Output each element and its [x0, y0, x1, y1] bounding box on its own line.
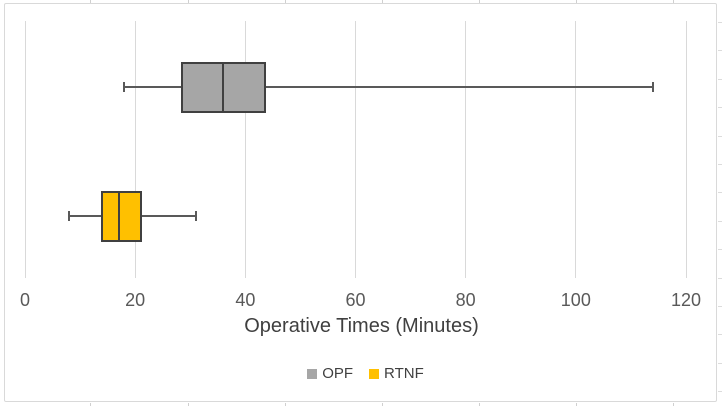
sheet-gridline-mark: [718, 79, 722, 80]
whisker-right-opf: [264, 86, 653, 88]
gridline: [134, 21, 136, 278]
sheet-gridline-mark: [285, 0, 286, 3]
sheet-gridline-mark: [382, 403, 383, 406]
sheet-gridline-mark: [382, 0, 383, 3]
sheet-gridline-mark: [718, 192, 722, 193]
whisker-cap-min-rtnf: [68, 211, 71, 221]
sheet-gridline-mark: [718, 22, 722, 23]
sheet-gridline-mark: [718, 107, 722, 108]
gridline: [465, 21, 467, 278]
sheet-gridline-mark: [718, 278, 722, 279]
legend-item-rtnf: RTNF: [369, 365, 424, 382]
sheet-gridline-mark: [576, 403, 577, 406]
x-tick-label: 20: [125, 290, 146, 310]
legend: OPF RTNF: [5, 365, 722, 382]
gridline: [575, 21, 577, 278]
sheet-gridline-mark: [718, 50, 722, 51]
median-rtnf: [117, 190, 120, 242]
chart-frame[interactable]: 0 20 40 60 80 100 120 Operative Times (Minutes…: [4, 3, 717, 402]
x-axis-title: Operative Times (Minutes): [244, 315, 479, 337]
sheet-gridline-mark: [718, 249, 722, 250]
sheet-gridline-mark: [90, 403, 91, 406]
sheet-gridline-mark: [90, 0, 91, 3]
whisker-left-opf: [124, 86, 182, 88]
sheet-gridline-mark: [188, 403, 189, 406]
sheet-gridline-mark: [718, 136, 722, 137]
sheet-gridline-mark: [285, 403, 286, 406]
gridline: [685, 21, 687, 278]
whisker-cap-min-opf: [123, 82, 126, 92]
gridline: [244, 21, 246, 278]
x-tick-label: 120: [670, 290, 702, 310]
sheet-gridline-mark: [576, 0, 577, 3]
box-rtnf: [101, 190, 142, 242]
whisker-cap-max-rtnf: [194, 211, 197, 221]
sheet-gridline-mark: [718, 363, 722, 364]
legend-item-opf: OPF: [307, 365, 353, 382]
sheet-gridline-mark: [188, 0, 189, 3]
whisker-cap-max-opf: [651, 82, 654, 92]
gridline: [355, 21, 356, 278]
x-tick-label: 40: [235, 290, 256, 310]
x-tick-label: 60: [345, 290, 366, 310]
x-tick-label: 0: [19, 290, 30, 310]
gridline: [24, 21, 26, 278]
plot-area: 0 20 40 60 80 100 120: [5, 4, 718, 403]
sheet-gridline-mark: [673, 0, 674, 3]
sheet-gridline-mark: [673, 403, 674, 406]
x-tick-label: 100: [560, 290, 591, 310]
sheet-gridline-mark: [718, 221, 722, 222]
sheet-gridline-mark: [718, 164, 722, 165]
x-tick-label: 80: [455, 290, 476, 310]
sheet-gridline-mark: [718, 334, 722, 335]
legend-swatch-rtnf: [369, 368, 380, 379]
sheet-gridline-mark: [479, 0, 480, 3]
whisker-right-rtnf: [140, 215, 196, 217]
legend-label: OPF: [322, 365, 354, 382]
whisker-left-rtnf: [69, 215, 103, 217]
legend-label: RTNF: [384, 365, 424, 382]
sheet-gridline-mark: [718, 306, 722, 307]
sheet-gridline-mark: [718, 391, 722, 392]
sheet-gridline-mark: [479, 403, 480, 406]
median-opf: [222, 61, 225, 113]
legend-swatch-opf: [307, 368, 318, 379]
